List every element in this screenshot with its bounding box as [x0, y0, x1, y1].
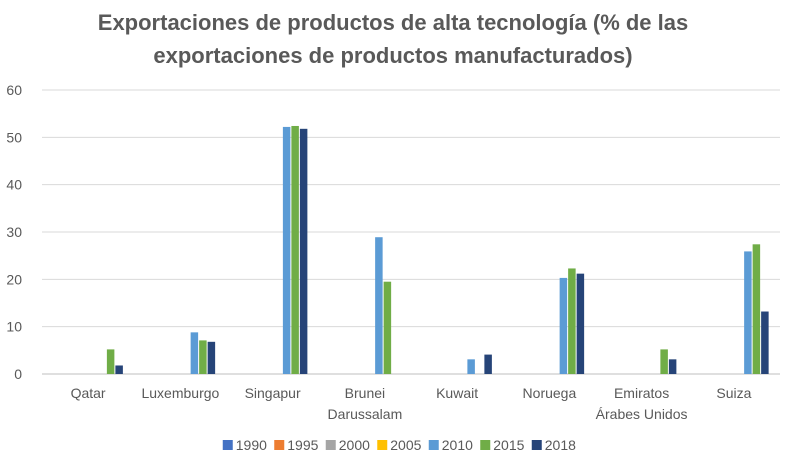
gridlines [42, 89, 780, 375]
legend-item-2000: 2000 [325, 437, 370, 453]
legend-label: 2010 [442, 437, 473, 453]
legend-swatch [428, 440, 439, 450]
bar-2010 [559, 277, 568, 374]
legend-item-2005: 2005 [377, 437, 422, 453]
bars [106, 125, 769, 374]
bar-2018 [484, 354, 492, 374]
bar-2018 [299, 128, 308, 374]
x-tick-label: Suiza [716, 385, 751, 401]
y-tick-label: 10 [6, 319, 22, 335]
y-tick-label: 20 [6, 271, 22, 287]
legend-swatch [531, 440, 542, 450]
y-axis: 0 10 20 30 40 50 60 [6, 82, 22, 382]
bar-2015 [752, 244, 761, 374]
x-tick-label: Qatar [71, 385, 106, 401]
legend-item-1995: 1995 [274, 437, 319, 453]
bar-2018 [207, 341, 216, 374]
legend-swatch [377, 440, 388, 450]
legend-swatch [274, 440, 285, 450]
chart-title-line-2: exportaciones de productos manufacturado… [153, 43, 632, 68]
bar-2010 [282, 126, 291, 374]
bar-2015 [568, 268, 576, 374]
legend-swatch [480, 440, 491, 450]
bar-2018 [576, 273, 585, 374]
bar-2010 [190, 332, 199, 374]
bar-2015 [291, 125, 299, 374]
chart-title: Exportaciones de productos de alta tecno… [98, 10, 688, 68]
bar-2015 [660, 349, 668, 374]
x-tick-label: Darussalam [328, 406, 403, 422]
y-tick-label: 50 [6, 129, 22, 145]
legend-swatch [222, 440, 233, 450]
legend-label: 2000 [339, 437, 370, 453]
chart-title-line-1: Exportaciones de productos de alta tecno… [98, 10, 688, 35]
bar-2018 [668, 359, 677, 374]
x-tick-label: Brunei [345, 385, 385, 401]
x-tick-label: Luxemburgo [141, 385, 219, 401]
x-tick-label: Singapur [245, 385, 301, 401]
x-axis: Qatar Luxemburgo Singapur Brunei Darussalam K… [71, 385, 752, 422]
bar-2010 [467, 359, 475, 374]
bar-2018 [115, 365, 123, 374]
legend-item-2010: 2010 [428, 437, 473, 453]
x-tick-label: Emiratos [614, 385, 669, 401]
legend-item-1990: 1990 [222, 437, 267, 453]
legend-label: 2018 [545, 437, 576, 453]
legend-label: 2015 [493, 437, 524, 453]
legend-item-2015: 2015 [480, 437, 525, 453]
bar-2015 [106, 349, 115, 374]
bar-2015 [199, 340, 207, 374]
legend-item-2018: 2018 [531, 437, 576, 453]
y-tick-label: 0 [14, 366, 22, 382]
legend-swatch [325, 440, 336, 450]
y-tick-label: 60 [6, 82, 22, 98]
bar-2010 [744, 251, 752, 374]
y-tick-label: 30 [6, 224, 22, 240]
bar-2015 [383, 281, 392, 374]
legend: 1990 1995 2000 2005 2010 2015 2018 [222, 437, 576, 453]
x-tick-label: Árabes Unidos [596, 406, 688, 422]
legend-label: 1995 [287, 437, 318, 453]
legend-label: 1990 [236, 437, 267, 453]
x-tick-label: Kuwait [436, 385, 478, 401]
legend-label: 2005 [390, 437, 421, 453]
bar-2010 [375, 237, 383, 374]
x-tick-label: Noruega [523, 385, 577, 401]
y-tick-label: 40 [6, 177, 22, 193]
bar-2018 [761, 311, 769, 374]
